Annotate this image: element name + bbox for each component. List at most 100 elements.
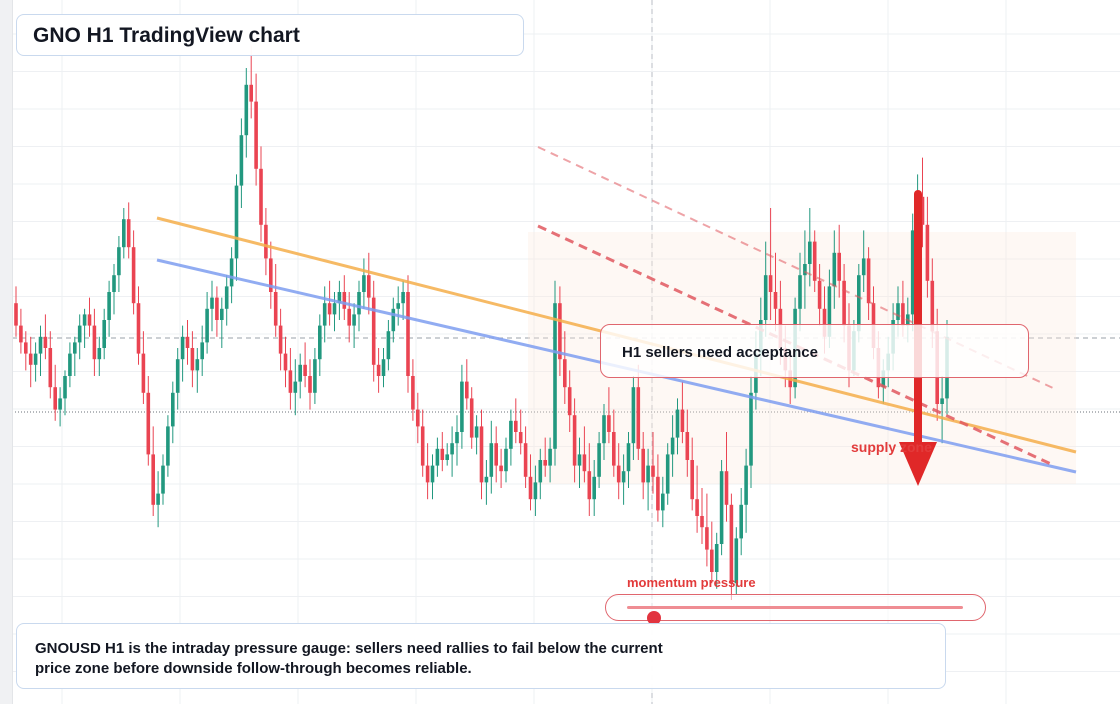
candle-body (744, 465, 748, 505)
candle (744, 448, 748, 533)
candle (523, 426, 528, 488)
candle-body (337, 292, 342, 304)
candle-body (553, 303, 557, 449)
candle (136, 286, 141, 365)
candle-body (533, 482, 538, 500)
candle-body (714, 544, 719, 572)
candle (406, 275, 410, 393)
candle-body (126, 219, 131, 248)
candle (670, 415, 675, 477)
candle (533, 465, 538, 516)
candle (371, 280, 376, 382)
candle (445, 443, 449, 466)
candle-body (175, 359, 180, 393)
title-box: GNO H1 TradingView chart (16, 14, 524, 56)
candle (171, 381, 175, 444)
candle (327, 280, 332, 326)
candle-body (131, 247, 136, 304)
candle-body (499, 465, 503, 472)
candle (558, 286, 562, 376)
candle-body (602, 415, 606, 444)
candle (739, 488, 743, 556)
candle (411, 359, 415, 421)
candle-body (210, 297, 214, 309)
candle-body (460, 381, 464, 432)
candle (665, 443, 670, 505)
candle-body (180, 336, 185, 360)
candle-body (832, 252, 837, 287)
candle (200, 325, 204, 376)
candle (244, 68, 249, 158)
candle-body (107, 292, 111, 320)
candle (514, 398, 518, 444)
candle-body (798, 275, 802, 309)
candle-body (327, 303, 332, 315)
candle-body (332, 303, 337, 315)
bear-channel-upper (537, 146, 1054, 389)
candle-body (185, 336, 190, 348)
candle-body (861, 258, 866, 276)
candle-body (224, 286, 229, 309)
candle-body (690, 460, 694, 500)
gauge-track (627, 606, 963, 625)
candle (597, 432, 601, 488)
candle (102, 308, 106, 360)
candle (460, 364, 464, 449)
candle-body (293, 381, 298, 393)
gauge-knob[interactable] (646, 611, 661, 625)
candle-body (264, 224, 268, 259)
candle (425, 443, 430, 500)
chart-title: GNO H1 TradingView chart (33, 24, 300, 47)
candle (293, 359, 298, 416)
price-scale-strip[interactable] (0, 0, 13, 704)
candle-body (612, 432, 616, 466)
candle (362, 258, 366, 309)
candle (440, 432, 445, 472)
candle-body (425, 465, 430, 483)
candle (131, 230, 136, 315)
candle-body (303, 364, 307, 376)
candle-body (514, 420, 518, 432)
candle (803, 230, 807, 309)
candle (313, 348, 317, 404)
candle-body (827, 286, 832, 337)
candle (612, 409, 616, 477)
candle (318, 314, 322, 376)
candle-body (259, 168, 263, 225)
candle (563, 331, 567, 404)
candle (690, 437, 694, 511)
candle (749, 376, 753, 488)
candle (469, 387, 474, 449)
candle-body (837, 252, 841, 281)
candle-body (77, 325, 82, 343)
candle-body (857, 275, 861, 332)
candle (19, 308, 23, 354)
candle (479, 409, 484, 500)
candle-body (244, 84, 249, 136)
candle-body (896, 303, 900, 320)
candle-body (817, 280, 822, 309)
candle-body (63, 376, 67, 399)
candle (504, 437, 508, 483)
candle-body (592, 476, 596, 500)
candle (283, 336, 288, 388)
supply-zone-label: supply zone (851, 439, 932, 455)
candle-body (391, 308, 396, 332)
candle-body (367, 275, 371, 298)
candle (494, 426, 498, 483)
candle (553, 280, 557, 466)
candle-body (484, 476, 489, 483)
candle-body (141, 353, 146, 393)
candle (455, 415, 459, 466)
candle (175, 348, 180, 410)
candle-body (509, 420, 513, 449)
candle-body (700, 516, 704, 528)
candle-body (205, 308, 209, 343)
candle-body (92, 325, 97, 360)
candle-body (455, 432, 459, 444)
candle-body (901, 303, 905, 326)
candle-body (724, 471, 729, 505)
candle (215, 286, 219, 337)
candle (308, 359, 312, 410)
candle (38, 325, 43, 376)
